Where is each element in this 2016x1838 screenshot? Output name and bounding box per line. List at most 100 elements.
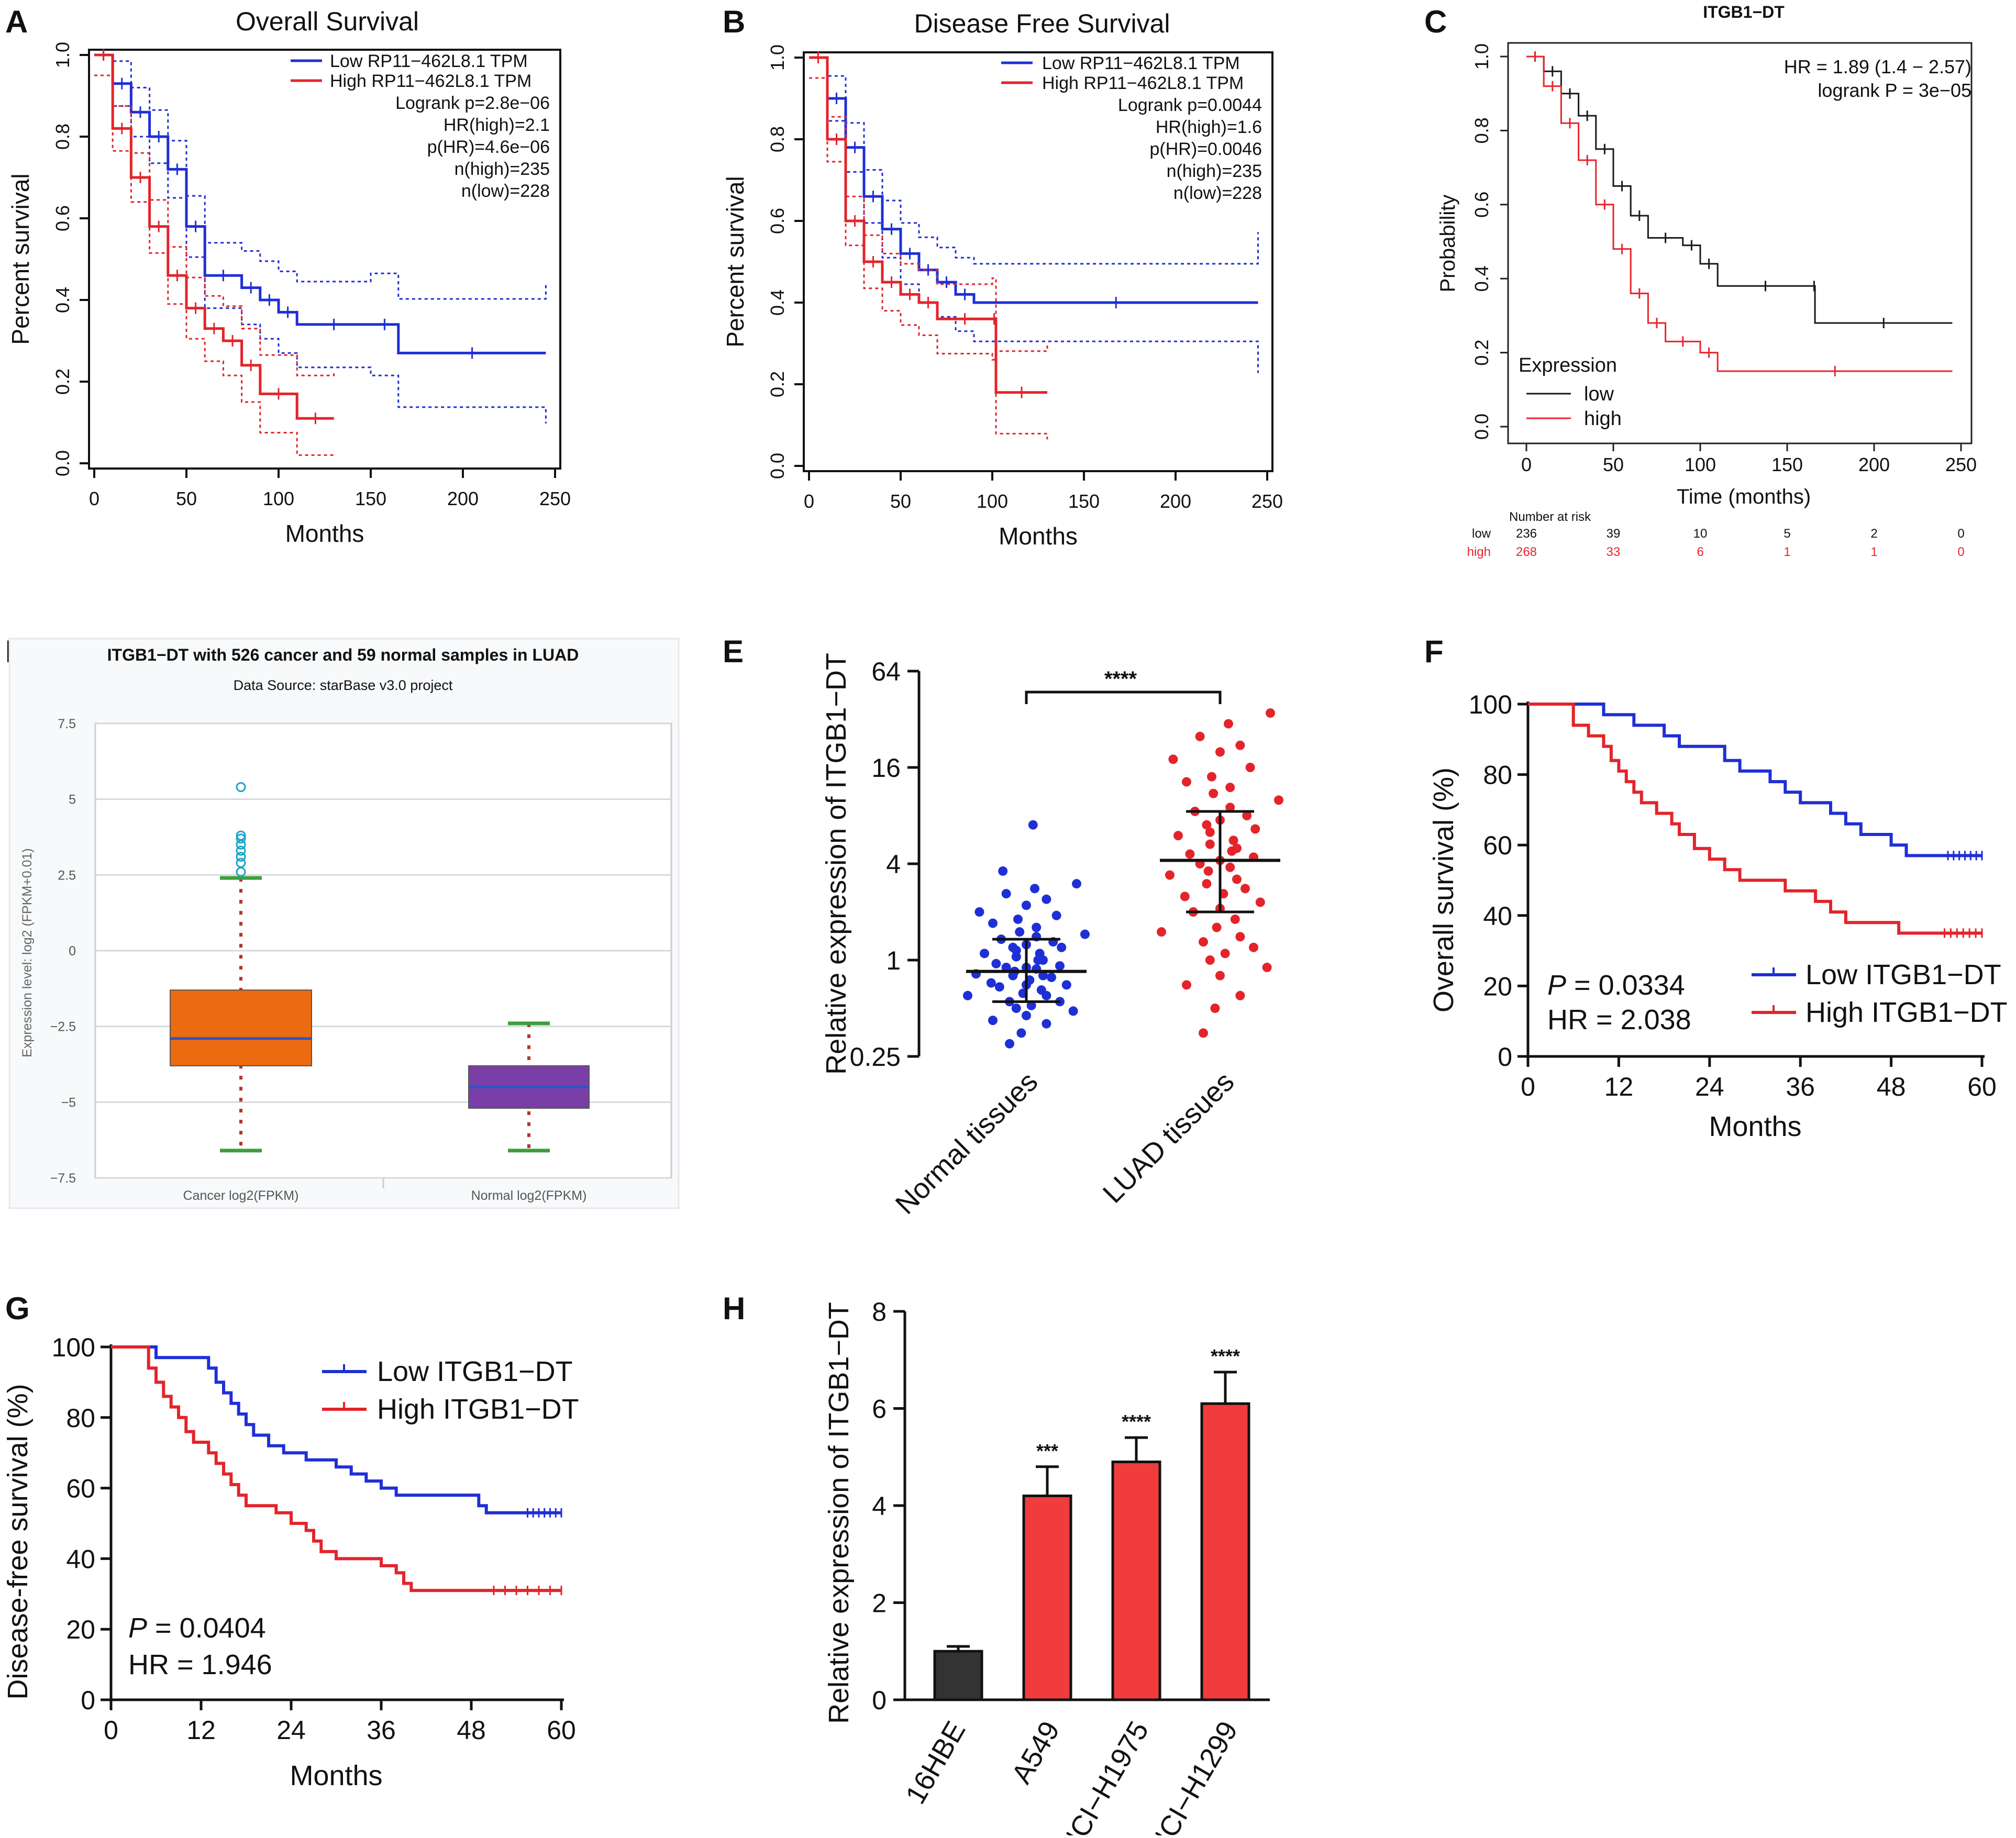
panel-d-title: ITGB1−DT with 526 cancer and 59 normal s… [107,645,579,664]
data-point [1262,962,1272,972]
y-tick-label: 4 [886,850,901,879]
x-tick-label: 100 [1685,454,1716,475]
box-iqr [170,989,312,1066]
y-tick-label: 0.0 [767,453,788,479]
risk-low-count: 10 [1693,527,1708,541]
x-tick-label: 250 [539,488,571,509]
significance-label: **** [1122,1411,1151,1432]
data-point [1215,971,1225,981]
panel-c-itgb1dt-km: ITGB1−DT HR = 1.89 (1.4 − 2.57) logrank … [1436,3,1977,559]
data-point [1035,949,1045,959]
panel-b-stat-phr: p(HR)=0.0046 [1149,139,1262,159]
significance-bracket [1025,690,1222,704]
significance-label: *** [1036,1440,1058,1462]
data-point [1005,1039,1014,1049]
y-tick-label: 0.2 [767,371,788,397]
data-point [986,978,996,988]
data-point [991,959,1001,968]
panel-letter-f: F [1424,634,1444,669]
panel-f-p-text: P = 0.0334 [1547,970,1685,1001]
plot-frame [1507,42,1973,444]
x-tick-label: 12 [186,1716,216,1745]
y-tick-label: 0.4 [1471,265,1492,292]
outlier-point [236,833,246,844]
data-point [988,918,998,928]
data-point [1168,754,1178,764]
panel-d-y-label: Expression level: log2 (FPKM+0.01) [20,848,35,1057]
y-axis-title: Percent survival [722,176,749,347]
panel-letter-a: A [5,4,28,39]
confidence-upper-line [94,54,547,300]
panel-c-risk-title: Number at risk [1509,510,1591,524]
y-tick-label: 0.6 [767,208,788,234]
panel-d-x-cancer: Cancer log2(FPKM) [183,1188,299,1203]
panel-c-legend-high: high [1584,408,1622,430]
series-line-high [1528,703,1982,935]
y-tick-label: 6 [872,1395,887,1424]
panel-letter-e: E [723,634,744,669]
data-point [1224,719,1233,729]
panel-d-subtitle: Data Source: starBase v3.0 project [234,677,453,693]
risk-high-count: 6 [1697,545,1703,559]
panel-f-p-value: = 0.0334 [1566,970,1685,1001]
series-line-low [809,56,1258,304]
x-tick-label: 24 [276,1716,306,1745]
x-tick-label: 0 [104,1716,118,1745]
y-tick-label: 0.4 [767,289,788,316]
x-tick-label: 24 [1695,1072,1724,1101]
panel-a-stat-nhigh: n(high)=235 [455,159,550,179]
data-point [1195,731,1205,741]
x-tick-label: 250 [1945,454,1977,475]
panel-b-title: Disease Free Survival [914,9,1170,38]
data-point [1047,972,1056,982]
data-point [1232,843,1242,853]
data-point [980,949,989,959]
data-point [974,907,984,917]
data-point [1182,777,1191,787]
series-line-low [1528,703,1982,857]
y-tick-label: 0 [1498,1042,1512,1072]
panel-b-disease-free-survival: Disease Free Survival Low RP11−462L8.1 T… [722,9,1283,550]
data-point [1061,980,1071,990]
y-tick-label: 16 [871,753,901,783]
data-point [1080,929,1090,939]
data-point [1255,897,1265,907]
panel-a-legend-high: High RP11−462L8.1 TPM [330,71,531,91]
x-axis-title: Months [285,520,364,547]
y-tick-label: 0.2 [1471,340,1492,366]
panel-g-p-value: = 0.0404 [147,1612,266,1644]
data-point [1210,1004,1220,1013]
panel-a-overall-survival: Overall Survival Low RP11−462L8.1 TPM Hi… [7,7,571,547]
data-point [988,1016,998,1026]
data-point [1235,932,1245,942]
outlier-point [236,857,246,868]
x-tick-label: 50 [1603,454,1624,475]
panel-e-y-label: Relative expression of ITGB1−DT [821,653,852,1075]
significance-label: **** [1211,1345,1240,1367]
data-point [1228,836,1238,845]
x-tick-label: 60 [547,1716,576,1745]
y-tick-label: 1 [886,946,901,975]
risk-low-count: 0 [1957,527,1964,541]
y-tick-label: 0.8 [52,124,73,150]
panel-c-legend-low: low [1584,383,1614,405]
data-point [1173,831,1183,841]
data-point [1032,922,1042,932]
data-point [1232,874,1242,884]
data-point [1220,949,1230,959]
data-point [1235,990,1245,1000]
y-tick-label: 0.8 [1471,117,1492,143]
data-point [1274,795,1283,805]
data-point [1011,1004,1021,1013]
data-point [1207,772,1216,782]
panel-f-overall-survival: Overall survival (%) Months P = 0.0334 H… [1428,690,2008,1142]
data-point [1055,961,1065,971]
panel-f-legend-high: High ITGB1−DT [1805,997,2008,1028]
data-point [994,982,1004,992]
y-tick-label: 80 [66,1403,95,1433]
data-point [1245,763,1255,772]
data-point [1205,827,1215,837]
panel-g-disease-free-survival: Disease-free survival (%) Months P = 0.0… [2,1333,579,1791]
